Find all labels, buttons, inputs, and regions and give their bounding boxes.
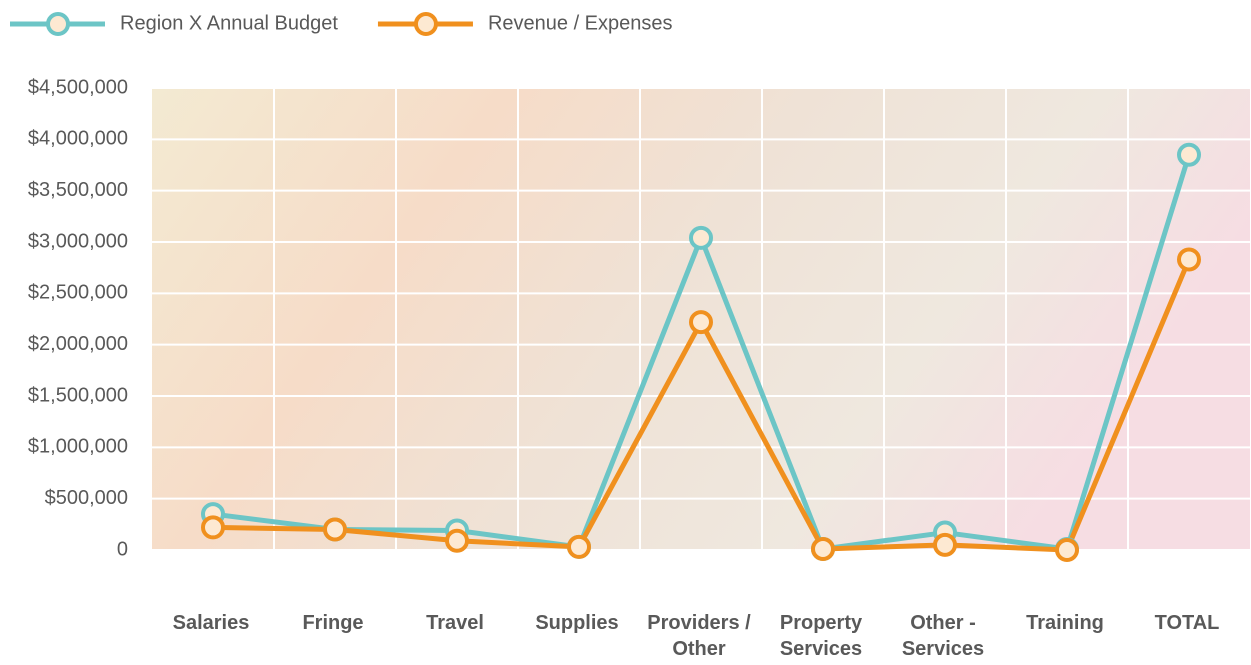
y-tick-label: $4,500,000 xyxy=(28,76,128,98)
chart: 0 $500,000 $1,000,000 $1,500,000 $2,000,000 $… xyxy=(0,0,1251,665)
marker xyxy=(447,531,467,551)
marker xyxy=(48,14,68,34)
x-tick-label: Travel xyxy=(396,610,514,636)
page: 0 $500,000 $1,000,000 $1,500,000 $2,000,000 $… xyxy=(0,0,1251,665)
marker xyxy=(569,537,589,557)
marker xyxy=(1179,249,1199,269)
marker xyxy=(416,14,436,34)
x-tick-label: Salaries xyxy=(152,610,270,636)
marker xyxy=(691,228,711,248)
marker xyxy=(1057,540,1077,560)
y-tick-label: $2,000,000 xyxy=(28,333,128,355)
x-tick-label: Other - Services xyxy=(884,610,1002,662)
y-tick-label: $1,000,000 xyxy=(28,436,128,458)
x-tick-label: Training xyxy=(1006,610,1124,636)
y-tick-label: $4,000,000 xyxy=(28,128,128,150)
y-tick-label: $2,500,000 xyxy=(28,282,128,304)
marker xyxy=(691,312,711,332)
marker xyxy=(325,519,345,539)
y-tick-label: 0 xyxy=(117,538,128,560)
marker xyxy=(203,517,223,537)
x-tick-label: TOTAL xyxy=(1128,610,1246,636)
y-tick-label: $3,000,000 xyxy=(28,230,128,252)
x-tick-label: Fringe xyxy=(274,610,392,636)
y-tick-label: $1,500,000 xyxy=(28,384,128,406)
x-tick-label: Supplies xyxy=(518,610,636,636)
legend-label: Revenue / Expenses xyxy=(488,12,673,34)
x-tick-label: Property Services xyxy=(762,610,880,662)
marker xyxy=(935,535,955,555)
y-tick-label: $3,500,000 xyxy=(28,179,128,201)
marker xyxy=(813,539,833,559)
x-tick-label: Providers / Other xyxy=(640,610,758,662)
y-tick-label: $500,000 xyxy=(45,487,128,509)
marker xyxy=(1179,145,1199,165)
legend-label: Region X Annual Budget xyxy=(120,12,338,34)
